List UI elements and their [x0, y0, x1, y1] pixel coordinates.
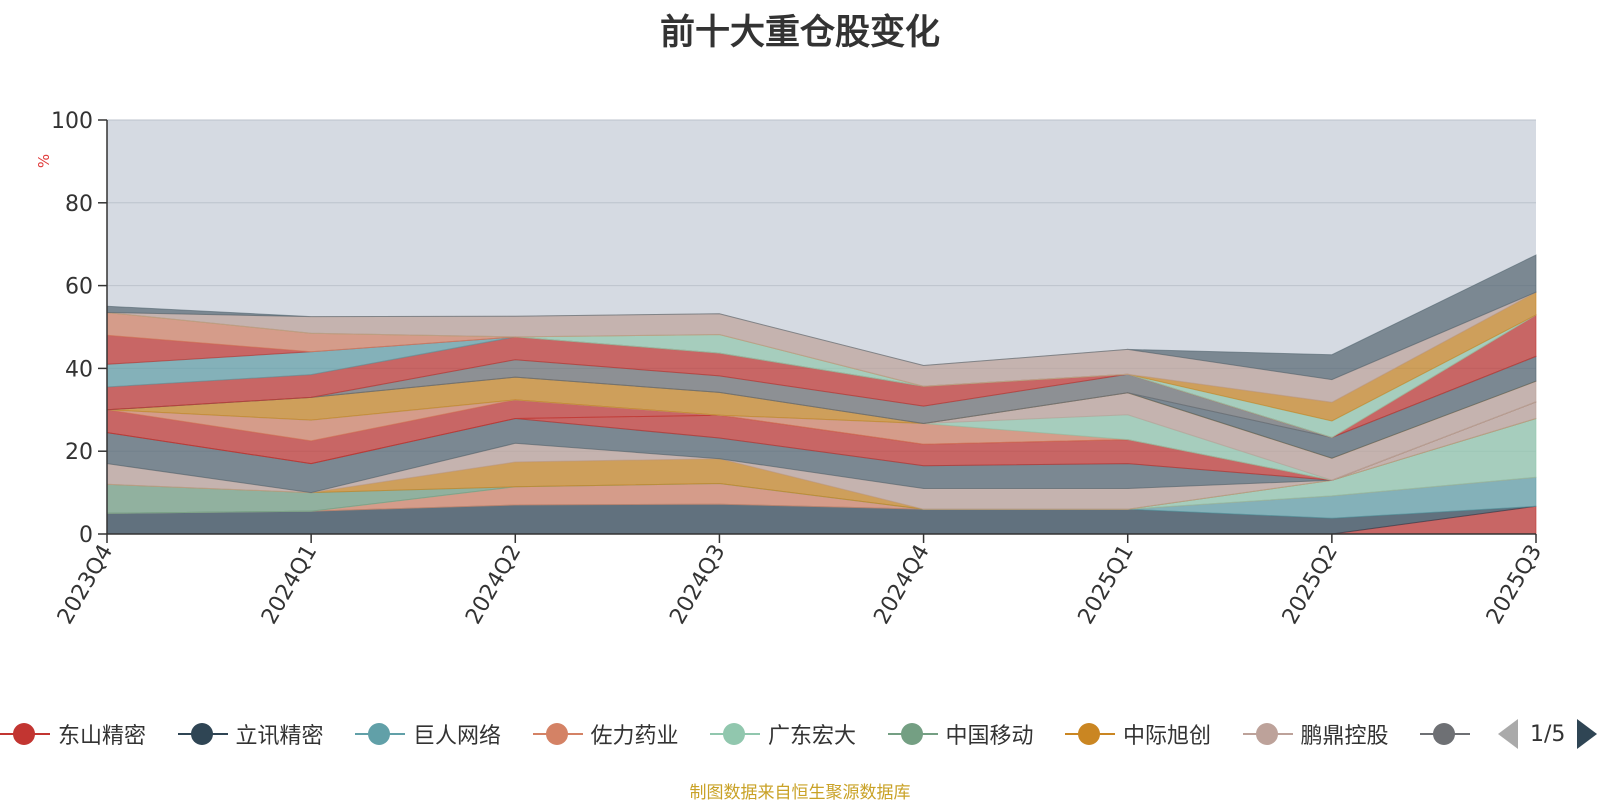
- y-tick-label-60: 60: [65, 275, 93, 300]
- legend-label: 中际旭创: [1123, 724, 1212, 749]
- x-tick-label-2024Q2: 2024Q2: [461, 541, 526, 629]
- legend-item[interactable]: 佐力药业: [532, 716, 679, 752]
- legend-marker-icon: [532, 716, 583, 752]
- legend-marker-icon: [1065, 716, 1115, 752]
- legend-label: 巨人网络: [413, 724, 502, 749]
- legend-marker-icon: [1242, 716, 1293, 752]
- legend-marker-icon: [177, 716, 228, 752]
- legend-label: 佐力药业: [590, 724, 679, 749]
- y-tick-label-20: 20: [65, 440, 93, 465]
- legend-item[interactable]: [1420, 716, 1478, 752]
- legend-item[interactable]: 广东宏大: [710, 716, 856, 752]
- legend-prev-page-icon[interactable]: [1498, 719, 1518, 749]
- legend-marker-icon: [1420, 716, 1470, 752]
- x-tick-label-2024Q3: 2024Q3: [665, 541, 730, 629]
- x-tick-label-2025Q1: 2025Q1: [1074, 541, 1139, 629]
- legend-item[interactable]: 东山精密: [0, 716, 146, 752]
- x-tick-label-2024Q1: 2024Q1: [257, 541, 322, 629]
- legend-label: 鹏鼎控股: [1300, 724, 1389, 749]
- legend-marker-icon: [887, 716, 938, 752]
- legend: 东山精密 立讯精密 巨人网络 佐力药业 广东宏大 中国移动 中际旭创 鹏鼎控股: [0, 716, 1480, 752]
- y-tick-label-100: 100: [51, 109, 93, 134]
- legend-label: 中国移动: [945, 724, 1034, 749]
- legend-item[interactable]: 中国移动: [887, 716, 1034, 752]
- chart-title: 前十大重仓股变化: [659, 13, 940, 53]
- x-tick-label-2025Q3: 2025Q3: [1482, 541, 1547, 629]
- x-tick-label-2024Q4: 2024Q4: [869, 541, 934, 629]
- legend-page-indicator: 1/5: [1530, 721, 1566, 747]
- y-tick-label-0: 0: [79, 523, 93, 548]
- y-axis-label: %: [35, 154, 53, 168]
- legend-label: 东山精密: [58, 724, 147, 749]
- legend-label: 立讯精密: [235, 724, 324, 749]
- legend-item[interactable]: 中际旭创: [1065, 716, 1211, 752]
- legend-item[interactable]: 巨人网络: [355, 716, 501, 752]
- legend-marker-icon: [0, 716, 50, 752]
- y-tick-label-40: 40: [65, 357, 93, 382]
- legend-marker-icon: [355, 716, 405, 752]
- legend-item[interactable]: 鹏鼎控股: [1242, 716, 1389, 752]
- legend-item[interactable]: 立讯精密: [177, 716, 324, 752]
- legend-next-page-icon[interactable]: [1577, 719, 1598, 749]
- area-series-26: [106, 254, 1537, 381]
- legend-pager: 1/5: [1498, 716, 1600, 752]
- source-note: 制图数据来自恒生聚源数据库: [689, 783, 911, 803]
- y-tick-label-80: 80: [65, 192, 93, 217]
- x-tick-label-2025Q2: 2025Q2: [1278, 541, 1343, 629]
- legend-label: 广东宏大: [768, 724, 857, 749]
- legend-marker-icon: [710, 716, 760, 752]
- x-tick-label-2023Q4: 2023Q4: [53, 541, 118, 629]
